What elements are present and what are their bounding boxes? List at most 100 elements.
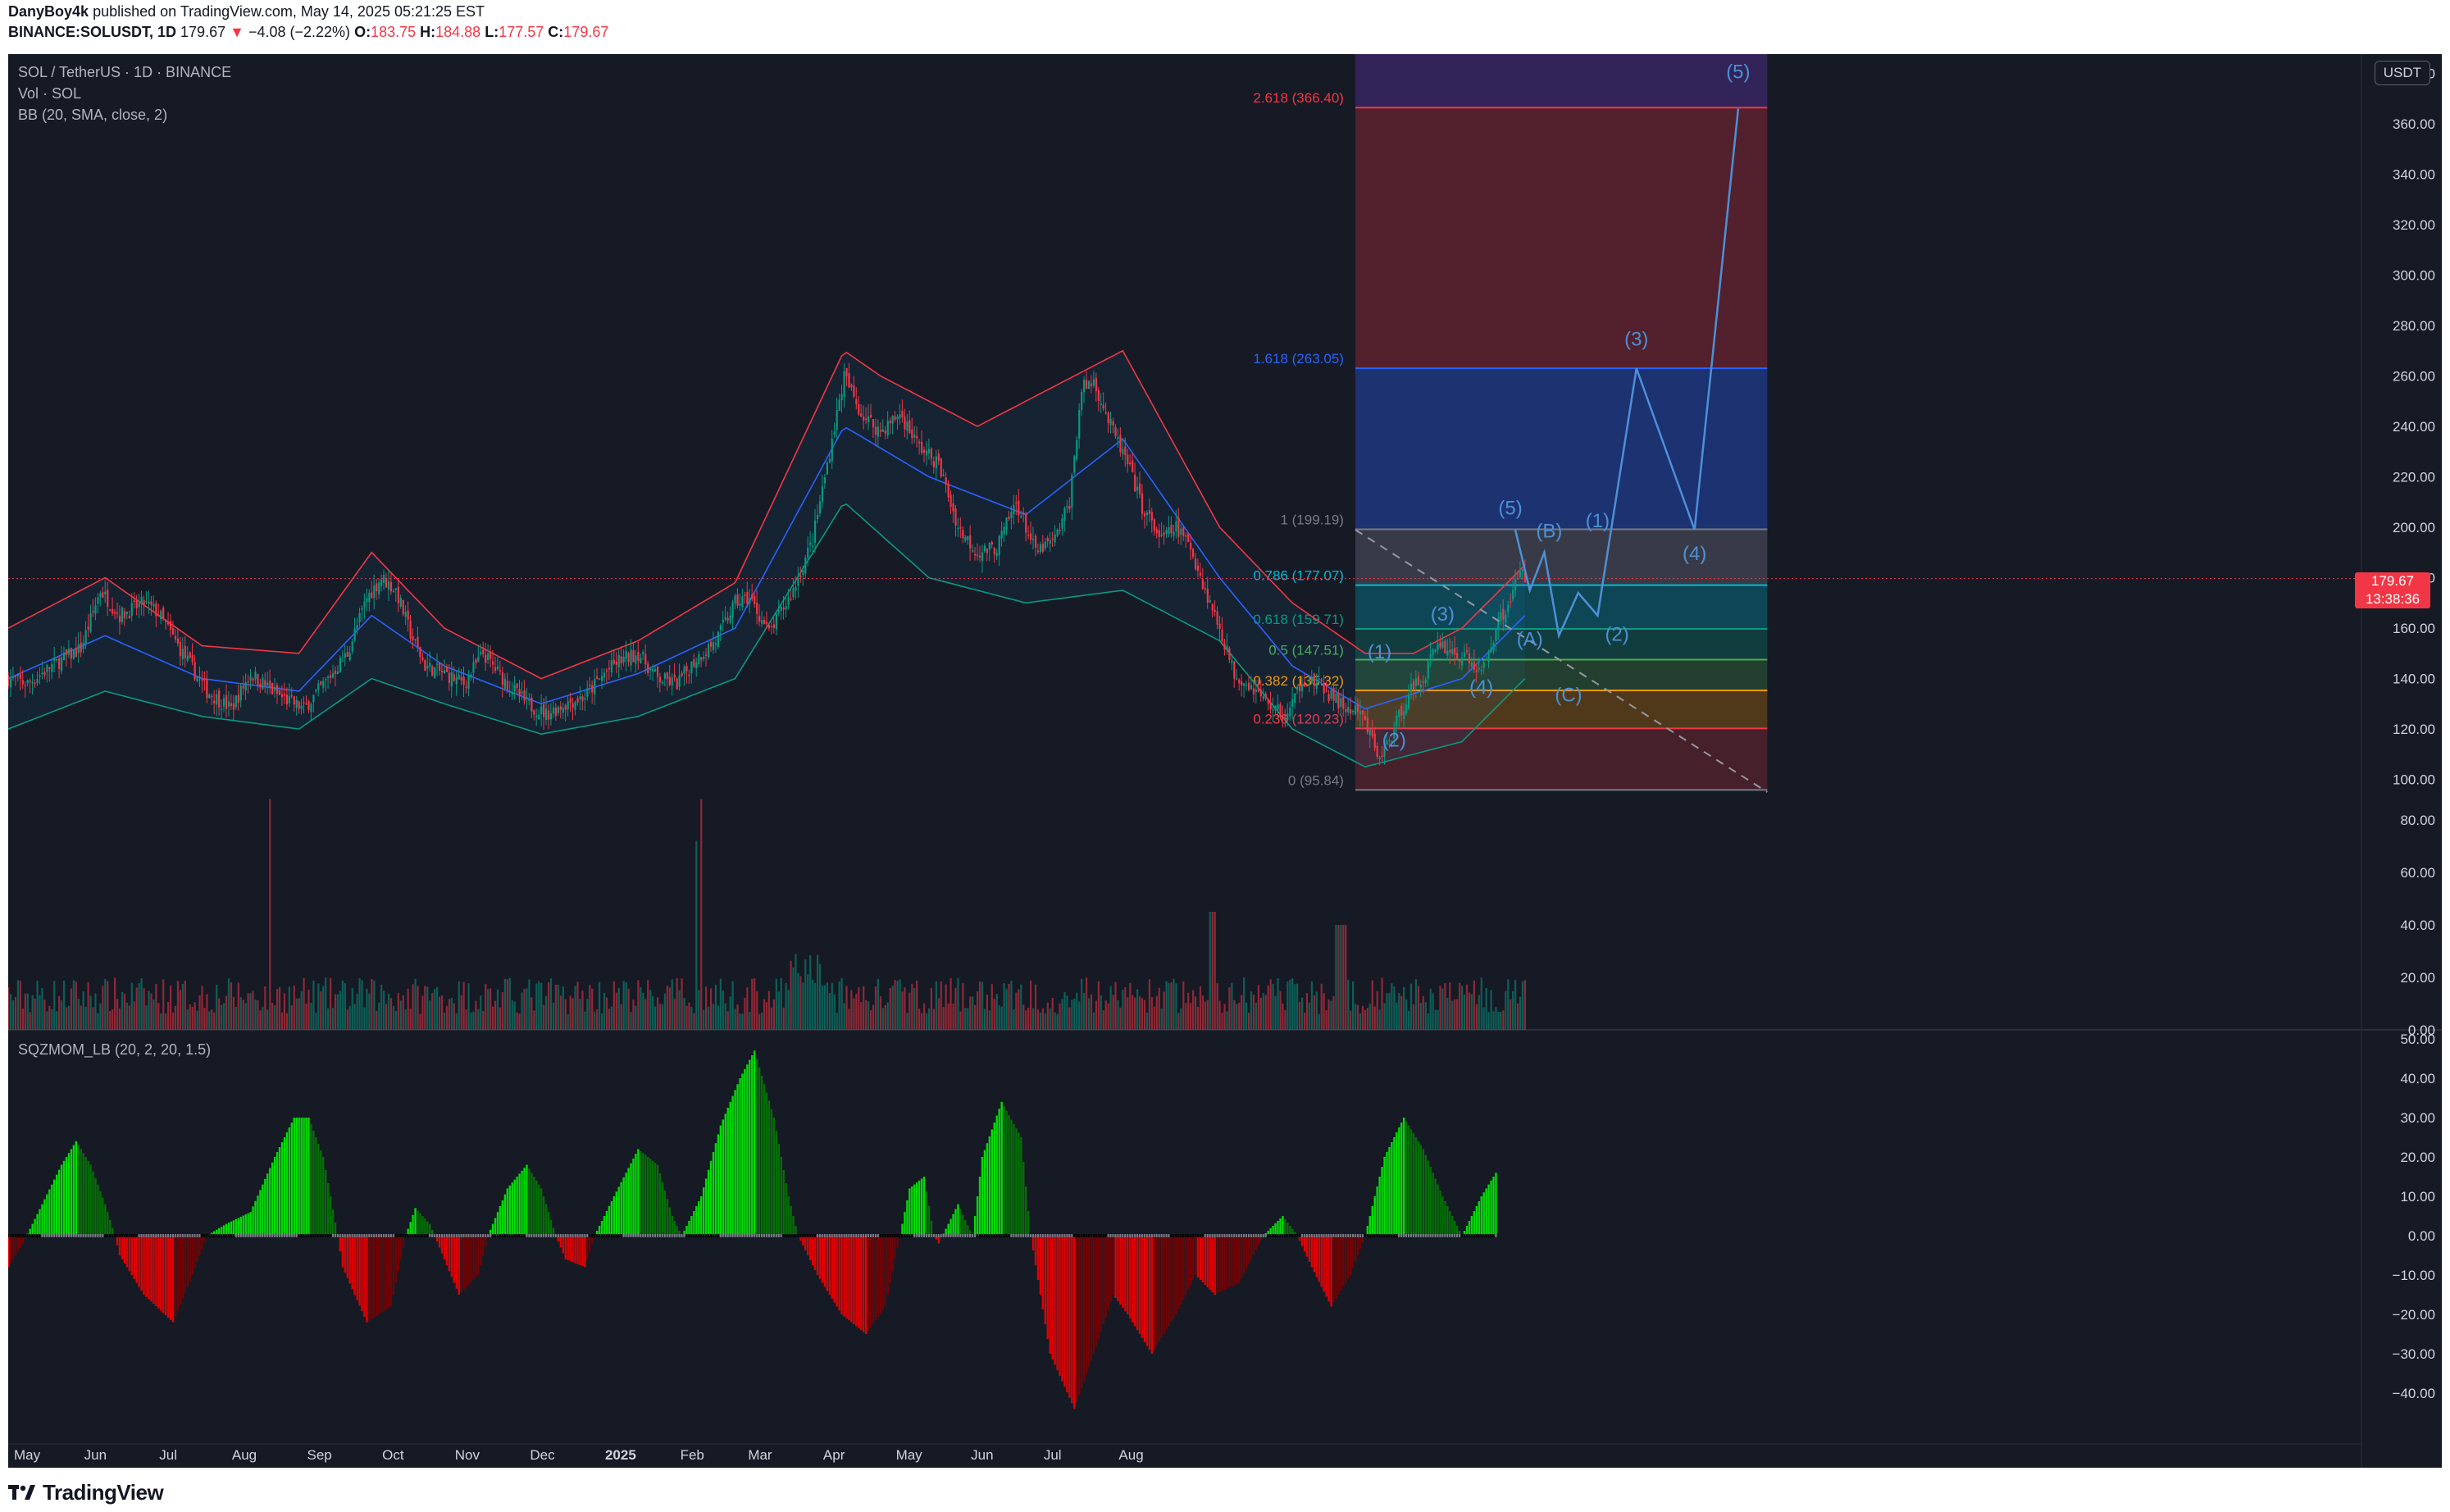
volume-bar: [48, 1005, 51, 1030]
volume-bar: [417, 986, 419, 1030]
volume-bar: [247, 993, 249, 1030]
momentum-bar: [305, 1118, 307, 1236]
legend-title[interactable]: SOL / TetherUS · 1D · BINANCE: [18, 64, 232, 80]
momentum-bar: [1143, 1236, 1146, 1342]
volume-bar: [656, 997, 659, 1030]
volume-bar: [557, 984, 559, 1030]
candle-body: [285, 695, 289, 704]
candle-body: [112, 608, 114, 614]
candle-body: [1424, 679, 1427, 684]
candle-body: [770, 626, 773, 628]
momentum-bar: [886, 1236, 889, 1295]
candle-body: [572, 703, 574, 708]
candle-body: [1409, 683, 1413, 693]
chart-area[interactable]: 2.618 (366.40) 1.618 (263.05) 1 (199.19) 0.…: [8, 54, 2442, 1468]
candle-body: [336, 672, 339, 675]
volume-bar: [1429, 988, 1432, 1030]
candle-body: [930, 449, 933, 459]
volume-bar: [935, 981, 937, 1030]
price-axis-tick: 300.00: [2393, 267, 2435, 283]
candle-body: [1412, 681, 1415, 690]
volume-bar: [385, 1004, 388, 1030]
momentum-bar: [107, 1212, 109, 1236]
momentum-bar: [925, 1191, 928, 1236]
volume-bar: [962, 982, 964, 1030]
legend-bollinger[interactable]: BB (20, SMA, close, 2): [18, 107, 168, 123]
volume-bar: [436, 986, 439, 1030]
candle-body: [506, 681, 508, 690]
momentum-bar: [1061, 1236, 1063, 1382]
candle-body: [850, 384, 853, 387]
volume-bar: [549, 978, 553, 1030]
momentum-bar: [1145, 1236, 1149, 1346]
volume-bar: [554, 985, 558, 1030]
momentum-bar: [82, 1153, 84, 1236]
momentum-bar: [116, 1236, 119, 1246]
currency-button[interactable]: USDT: [2374, 61, 2430, 85]
candle-body: [325, 679, 327, 681]
momentum-bar: [894, 1236, 896, 1259]
momentum-bar: [1233, 1236, 1236, 1286]
momentum-bar: [303, 1118, 305, 1236]
momentum-bar: [872, 1236, 875, 1324]
volume-bar: [671, 979, 673, 1030]
momentum-bar: [792, 1216, 795, 1236]
volume-bar: [327, 1008, 330, 1030]
momentum-bar: [799, 1236, 802, 1241]
volume-bar: [812, 979, 814, 1030]
candle-body: [1429, 654, 1432, 658]
volume-bar: [804, 959, 807, 1030]
momentum-bar: [429, 1223, 431, 1236]
price-axis-tick: 200.00: [2393, 520, 2435, 535]
fib-zone: [1355, 368, 1768, 530]
candle-body: [455, 677, 458, 685]
volume-bar: [1482, 1007, 1485, 1030]
momentum-bar: [1340, 1236, 1342, 1291]
momentum-bar: [1168, 1236, 1170, 1327]
momentum-bar: [1427, 1160, 1429, 1236]
candle-body: [734, 595, 736, 603]
momentum-bar: [528, 1168, 531, 1236]
volume-bar: [874, 986, 877, 1030]
legend-squeeze[interactable]: SQZMOM_LB (20, 2, 20, 1.5): [18, 1041, 212, 1058]
volume-bar: [412, 984, 414, 1030]
volume-bar: [1299, 1001, 1301, 1030]
candle-body: [135, 600, 138, 608]
volume-bar: [1039, 1013, 1042, 1030]
candle-body: [271, 683, 274, 695]
legend-volume[interactable]: Vol · SOL: [18, 85, 82, 102]
momentum-bar: [666, 1199, 669, 1236]
momentum-bar: [34, 1218, 36, 1236]
momentum-bar: [1186, 1236, 1190, 1290]
candle-body: [300, 705, 303, 709]
candle-body: [981, 552, 984, 561]
candle-body: [176, 638, 180, 644]
candle-body: [1008, 517, 1010, 519]
volume-bar: [1456, 999, 1459, 1030]
momentum-bar: [181, 1236, 184, 1299]
candle-body: [383, 575, 385, 583]
candle-body: [947, 484, 949, 498]
momentum-bar: [704, 1178, 708, 1236]
momentum-bar: [491, 1223, 494, 1236]
volume-bar: [647, 980, 649, 1030]
momentum-bar: [1059, 1236, 1061, 1376]
volume-bar: [135, 987, 138, 1030]
candle-body: [1500, 612, 1502, 622]
price-axis-tick: 260.00: [2393, 368, 2435, 384]
chart-canvas[interactable]: 2.618 (366.40)1.618 (263.05)1 (199.19)0.…: [8, 54, 2442, 1468]
momentum-bar: [911, 1186, 913, 1236]
volume-bar: [366, 988, 368, 1030]
volume-bar: [1066, 995, 1068, 1030]
candle-body: [242, 685, 244, 689]
volume-bar: [1049, 1008, 1051, 1030]
tradingview-logo[interactable]: TradingView: [8, 1478, 164, 1507]
momentum-bar: [455, 1236, 458, 1289]
candle-body: [252, 678, 254, 681]
candle-body: [56, 658, 58, 661]
momentum-bar: [1417, 1141, 1420, 1236]
candle-body: [201, 678, 203, 681]
momentum-bar: [1412, 1133, 1415, 1236]
momentum-bar: [807, 1236, 809, 1255]
momentum-bar: [419, 1213, 421, 1236]
